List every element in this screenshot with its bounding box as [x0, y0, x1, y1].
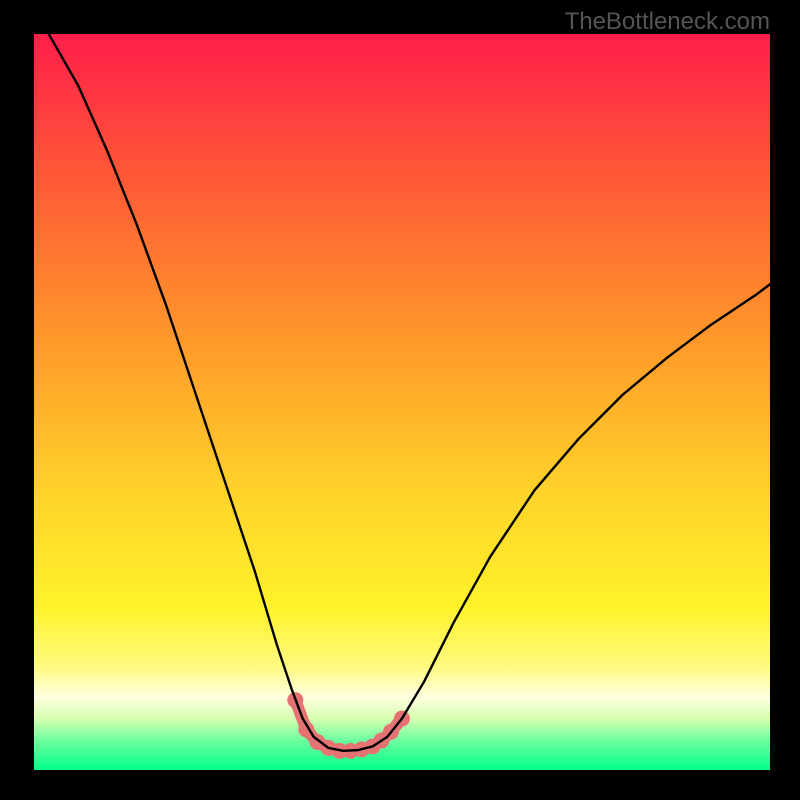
plot-gradient-background [34, 34, 770, 770]
chart-container: TheBottleneck.com [0, 0, 800, 800]
watermark-text: TheBottleneck.com [565, 8, 770, 36]
bottleneck-chart [0, 0, 800, 800]
